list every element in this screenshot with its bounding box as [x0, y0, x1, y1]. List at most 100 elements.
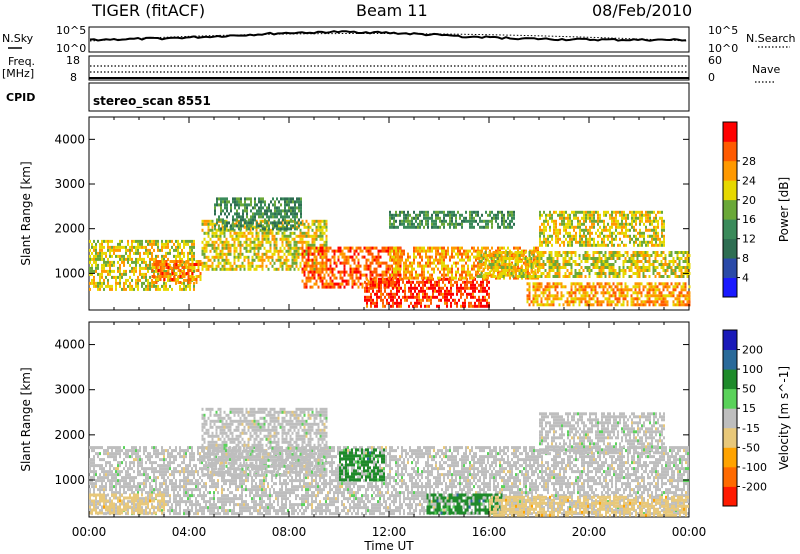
power-cell	[569, 222, 571, 226]
power-cell	[272, 224, 274, 228]
power-cell	[445, 249, 447, 253]
power-cell	[603, 240, 605, 244]
power-cell	[561, 210, 563, 214]
power-cell	[145, 251, 147, 255]
power-cell	[403, 213, 405, 217]
power-cell	[588, 266, 591, 269]
power-cell	[579, 231, 581, 235]
power-cell	[293, 243, 296, 247]
power-cell	[562, 294, 565, 298]
power-cell	[431, 261, 433, 265]
power-cell	[294, 224, 296, 228]
power-cell	[574, 285, 577, 289]
power-cell	[599, 234, 601, 238]
velocity-cell	[105, 470, 107, 474]
power-cell	[476, 298, 478, 302]
power-cell	[682, 294, 685, 298]
velocity-cell	[101, 458, 103, 462]
power-cell	[201, 228, 204, 232]
power-cell	[363, 255, 366, 259]
power-cell	[587, 243, 589, 247]
power-cell	[546, 275, 549, 278]
power-cell	[597, 210, 599, 214]
power-cell	[418, 295, 420, 299]
power-cell	[459, 246, 461, 250]
power-cell	[652, 272, 655, 275]
power-cell	[562, 303, 565, 307]
power-cell	[236, 215, 238, 219]
power-cell	[101, 281, 103, 285]
power-cell	[220, 212, 222, 216]
power-cell	[389, 264, 392, 268]
power-cell	[486, 289, 488, 293]
power-cell	[402, 289, 404, 293]
power-cell	[221, 255, 224, 259]
velocity-cell	[97, 464, 99, 468]
power-cell	[365, 267, 368, 271]
power-cell	[233, 258, 236, 262]
power-cell	[315, 246, 318, 250]
power-cell	[243, 231, 246, 235]
power-cell	[357, 258, 360, 262]
power-cell	[451, 264, 453, 268]
power-cell	[363, 273, 366, 277]
power-cell	[612, 291, 615, 295]
power-cell	[623, 213, 625, 217]
power-cell	[335, 261, 338, 265]
power-cell	[549, 228, 551, 232]
power-cell	[507, 210, 509, 214]
power-cell	[413, 255, 415, 259]
power-cell	[417, 264, 419, 268]
power-cell	[185, 287, 187, 291]
power-cell	[662, 275, 665, 278]
power-cell	[259, 246, 262, 250]
power-cell	[582, 297, 585, 301]
power-cell	[552, 257, 555, 260]
power-cell	[268, 203, 270, 207]
power-cell	[254, 218, 256, 222]
power-cell	[455, 273, 457, 277]
power-cell	[119, 245, 121, 249]
power-cell	[636, 303, 639, 307]
power-cell	[539, 216, 541, 220]
power-cell	[443, 255, 445, 259]
power-cell	[157, 248, 159, 252]
power-cell	[442, 280, 444, 284]
power-cell	[532, 288, 535, 292]
power-cell	[584, 254, 587, 257]
power-cell	[183, 272, 185, 276]
power-cell	[578, 269, 581, 272]
power-cell	[682, 282, 685, 286]
power-cell	[556, 282, 559, 286]
power-cell	[611, 243, 613, 247]
power-cell	[395, 252, 397, 256]
power-cell	[395, 210, 397, 214]
power-cell	[672, 257, 675, 260]
power-cell	[603, 243, 605, 247]
power-cell	[305, 285, 308, 289]
power-cell	[518, 269, 521, 272]
power-cell	[581, 216, 583, 220]
power-cell	[171, 260, 174, 263]
power-cell	[267, 234, 270, 238]
power-cell	[181, 260, 184, 263]
power-cell	[111, 254, 113, 258]
power-cell	[544, 269, 547, 272]
power-cell	[195, 275, 198, 278]
power-cell	[257, 222, 260, 226]
power-cell	[225, 261, 228, 265]
power-cell	[155, 278, 158, 281]
power-cell	[473, 267, 475, 271]
power-cell	[438, 298, 440, 302]
power-cell	[616, 254, 619, 257]
power-cell	[461, 270, 463, 274]
power-cell	[465, 273, 467, 277]
power-cell	[161, 242, 163, 246]
power-cell	[239, 234, 242, 238]
power-cell	[578, 300, 581, 304]
power-cell	[570, 272, 573, 275]
power-cell	[201, 219, 204, 223]
power-cell	[251, 240, 254, 244]
power-cell	[682, 266, 685, 269]
power-cell	[432, 289, 434, 293]
